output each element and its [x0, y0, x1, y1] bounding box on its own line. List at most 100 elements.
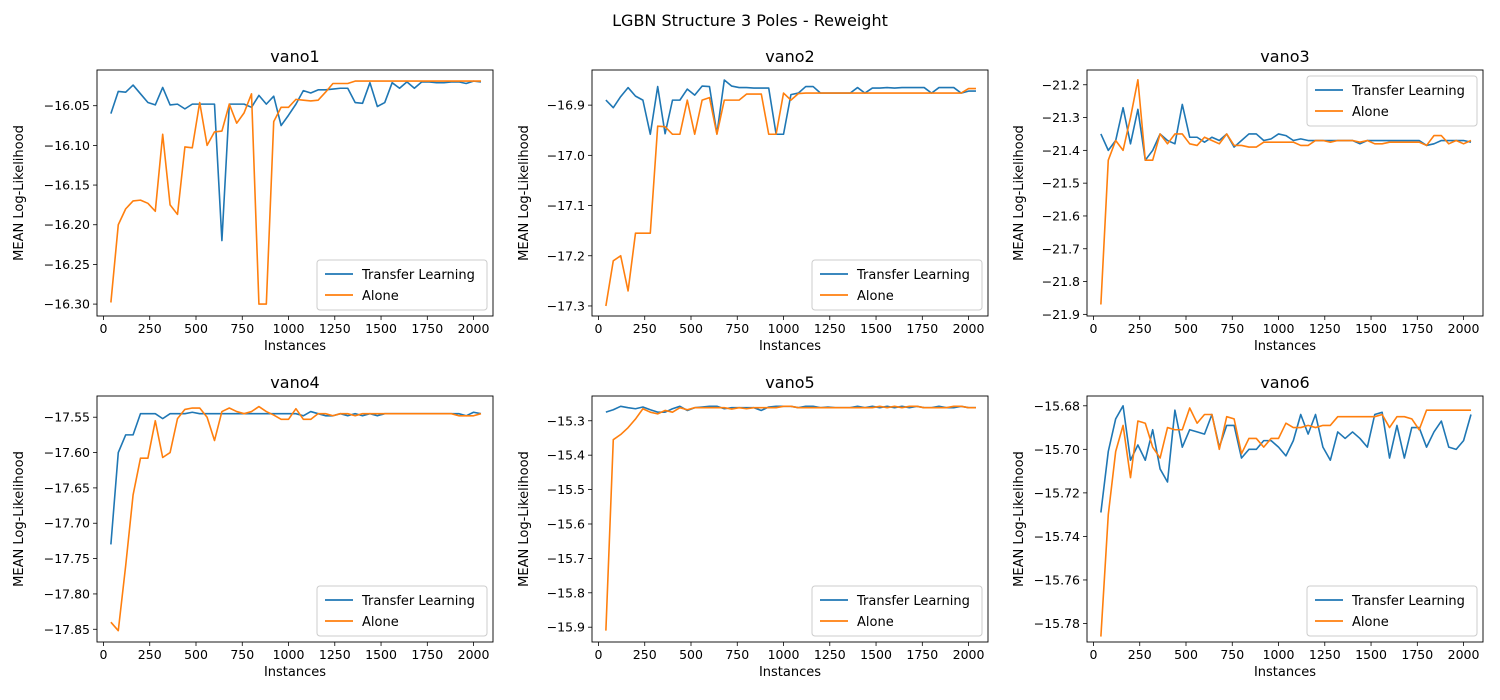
x-tick-label: 0: [595, 647, 603, 662]
x-tick-label: 2000: [953, 321, 985, 336]
x-tick-label: 250: [633, 321, 657, 336]
x-tick-label: 1000: [1263, 321, 1295, 336]
legend-label: Alone: [1352, 105, 1389, 120]
x-axis-label: Instances: [1254, 339, 1316, 354]
x-tick-label: 500: [184, 321, 208, 336]
legend: Transfer Learning Alone: [316, 585, 488, 637]
x-tick-label: 1250: [1309, 647, 1341, 662]
subplot-title: vano2: [765, 47, 814, 66]
x-tick-label: 1250: [814, 647, 846, 662]
y-tick-label: −15.78: [1034, 616, 1080, 631]
series-line-transfer-learning: [110, 410, 482, 545]
x-tick-label: 250: [1128, 321, 1152, 336]
y-tick-label: −16.05: [44, 98, 90, 113]
y-tick-label: −15.6: [547, 516, 585, 531]
x-tick-label: 1250: [319, 321, 351, 336]
legend-label: Transfer Learning: [1351, 84, 1465, 99]
y-tick-label: −15.8: [547, 585, 585, 600]
x-tick-label: 750: [725, 321, 749, 336]
y-tick-label: −15.5: [547, 482, 585, 497]
x-tick-label: 0: [1090, 321, 1098, 336]
y-tick-label: −21.3: [1042, 110, 1080, 125]
x-tick-label: 1750: [411, 321, 443, 336]
series-line-alone: [110, 80, 481, 305]
figure-title: LGBN Structure 3 Poles - Reweight: [612, 11, 888, 30]
y-axis-label: MEAN Log-Likelihood: [1012, 125, 1027, 261]
x-tick-label: 250: [633, 647, 657, 662]
x-tick-label: 750: [1220, 647, 1244, 662]
x-tick-label: 1000: [768, 321, 800, 336]
x-tick-label: 0: [1090, 647, 1098, 662]
series-line-transfer-learning: [605, 79, 976, 136]
x-tick-label: 0: [100, 647, 108, 662]
plot-frame: [1086, 69, 1484, 317]
y-tick-label: −16.9: [547, 98, 585, 113]
x-tick-label: 1500: [860, 647, 892, 662]
subplot-title: vano3: [1260, 47, 1309, 66]
y-tick-label: −17.60: [44, 445, 90, 460]
y-axis-label: MEAN Log-Likelihood: [12, 451, 27, 587]
legend-box: [1306, 585, 1478, 637]
series-line-transfer-learning: [1100, 404, 1472, 513]
x-tick-label: 250: [1128, 647, 1152, 662]
x-tick-label: 0: [100, 321, 108, 336]
x-tick-label: 1250: [319, 647, 351, 662]
x-tick-label: 500: [184, 647, 208, 662]
x-tick-label: 500: [1174, 321, 1198, 336]
x-tick-label: 1000: [273, 321, 305, 336]
x-tick-label: 500: [679, 647, 703, 662]
x-tick-label: 1500: [365, 321, 397, 336]
y-tick-label: −21.2: [1042, 77, 1080, 92]
y-tick-label: −16.10: [44, 138, 90, 153]
y-tick-label: −17.3: [547, 298, 585, 313]
subplot-vano3: vano3 0 250 500 750 1000 1250 1500 1750 2000 −21.9…: [1012, 47, 1484, 354]
plot-frame: [1086, 395, 1484, 643]
x-tick-label: 1250: [1309, 321, 1341, 336]
x-tick-label: 1750: [1401, 321, 1433, 336]
y-tick-label: −17.0: [547, 148, 585, 163]
y-tick-label: −21.8: [1042, 274, 1080, 289]
legend-label: Transfer Learning: [856, 268, 970, 283]
legend: Transfer Learning Alone: [811, 259, 983, 311]
y-tick-label: −15.9: [547, 620, 585, 635]
y-tick-label: −21.9: [1042, 307, 1080, 322]
x-tick-label: 1750: [1401, 647, 1433, 662]
y-tick-label: −15.72: [1034, 485, 1080, 500]
x-tick-label: 1500: [1355, 647, 1387, 662]
subplot-title: vano1: [270, 47, 319, 66]
plot-frame: [96, 395, 494, 643]
y-tick-label: −17.55: [44, 410, 90, 425]
y-tick-label: −17.80: [44, 586, 90, 601]
y-tick-label: −17.2: [547, 248, 585, 263]
series-line-transfer-learning: [110, 80, 482, 242]
y-tick-label: −15.3: [547, 413, 585, 428]
x-tick-label: 1000: [273, 647, 305, 662]
x-tick-label: 750: [230, 647, 254, 662]
x-axis-label: Instances: [264, 339, 326, 354]
y-tick-label: −17.85: [44, 622, 90, 637]
y-axis-label: MEAN Log-Likelihood: [1012, 451, 1027, 587]
y-tick-label: −21.6: [1042, 208, 1080, 223]
y-tick-label: −16.15: [44, 178, 90, 193]
y-tick-label: −15.70: [1034, 442, 1080, 457]
y-tick-label: −15.74: [1034, 529, 1080, 544]
y-tick-label: −21.5: [1042, 176, 1080, 191]
x-tick-label: 250: [138, 647, 162, 662]
x-tick-label: 2000: [953, 647, 985, 662]
subplot-vano1: vano1 0 250 500 750 1000 1250 1500 1750 2000 −16.3…: [12, 47, 494, 354]
x-tick-label: 1000: [768, 647, 800, 662]
y-tick-label: −17.65: [44, 480, 90, 495]
legend-label: Transfer Learning: [361, 268, 475, 283]
legend-label: Transfer Learning: [856, 594, 970, 609]
x-axis-label: Instances: [759, 665, 821, 680]
series-line-alone: [605, 87, 976, 307]
subplot-vano5: vano5 0 250 500 750 1000 1250 1500 1750 2000 −15.9…: [517, 373, 989, 680]
legend-label: Alone: [1352, 615, 1389, 630]
x-tick-label: 250: [138, 321, 162, 336]
x-axis-label: Instances: [1254, 665, 1316, 680]
y-tick-label: −15.4: [547, 448, 585, 463]
legend-label: Alone: [857, 289, 894, 304]
legend: Transfer Learning Alone: [316, 259, 488, 311]
x-tick-label: 1750: [411, 647, 443, 662]
